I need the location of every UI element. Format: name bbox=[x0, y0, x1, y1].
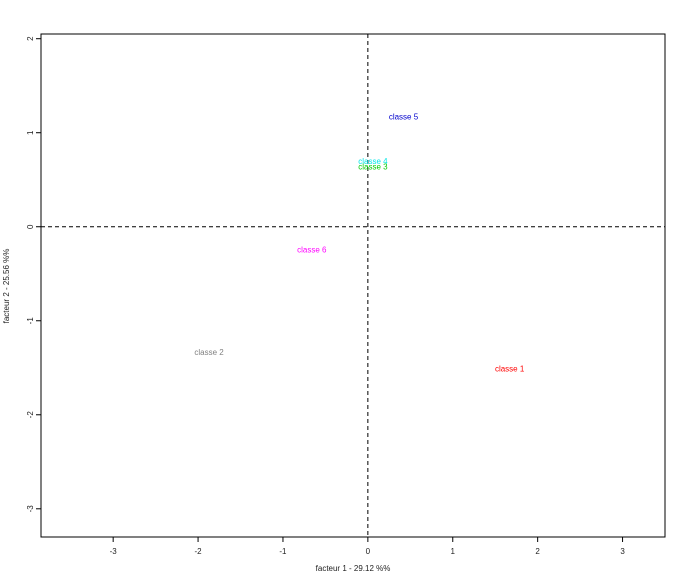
x-tick-label: -3 bbox=[110, 547, 118, 556]
plot-frame bbox=[40, 33, 666, 538]
point-label-classe-1: classe 1 bbox=[495, 365, 525, 374]
x-tick-label: 1 bbox=[451, 547, 456, 556]
x-tick-label: 2 bbox=[535, 547, 540, 556]
y-tick-label: -2 bbox=[26, 411, 35, 419]
y-axis: 2 1 0 -1 -2 -3 bbox=[26, 36, 41, 512]
point-label-classe-2: classe 2 bbox=[194, 348, 224, 357]
x-tick-label: 3 bbox=[620, 547, 625, 556]
y-tick-label: 1 bbox=[26, 130, 35, 135]
y-axis-title: facteur 2 - 25.56 %% bbox=[2, 249, 11, 324]
point-label-classe-3: classe 3 bbox=[358, 163, 388, 172]
x-axis: -3 -2 -1 0 1 2 3 bbox=[110, 537, 625, 556]
y-tick-label: -3 bbox=[26, 505, 35, 513]
point-label-classe-5: classe 5 bbox=[389, 113, 419, 122]
y-tick-label: 0 bbox=[26, 224, 35, 229]
y-tick-label: -1 bbox=[26, 317, 35, 325]
reference-lines bbox=[41, 34, 665, 537]
y-tick-label: 2 bbox=[26, 36, 35, 41]
x-tick-label: -1 bbox=[279, 547, 287, 556]
x-tick-label: 0 bbox=[366, 547, 371, 556]
x-tick-label: -2 bbox=[194, 547, 202, 556]
point-label-classe-6: classe 6 bbox=[297, 245, 327, 254]
point-label-classe-4: classe 4 bbox=[358, 157, 388, 166]
x-axis-title: facteur 1 - 29.12 %% bbox=[316, 564, 391, 573]
